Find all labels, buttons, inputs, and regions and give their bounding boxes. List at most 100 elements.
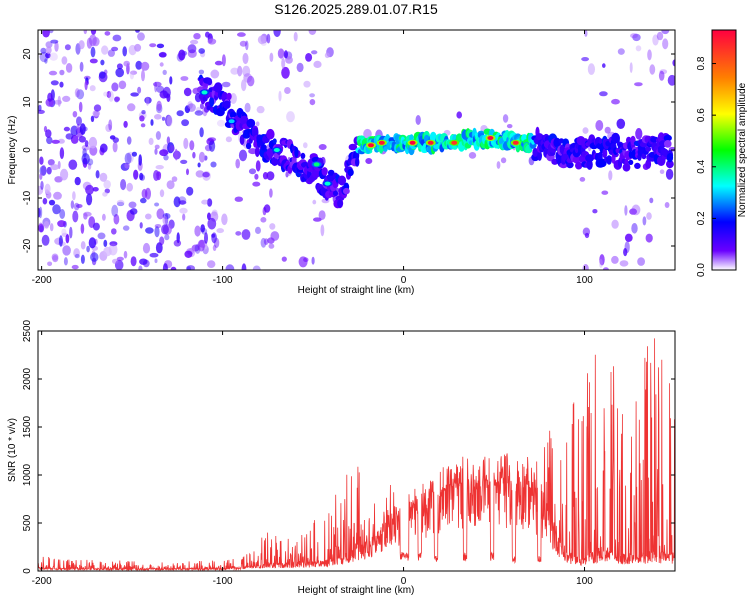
spectrogram-noise-cell bbox=[86, 193, 93, 206]
spectrogram-noise-cell bbox=[46, 166, 52, 175]
spectrogram-noise-cell bbox=[506, 124, 513, 129]
spectrogram-noise-cell bbox=[260, 237, 267, 248]
spectrogram-noise-cell bbox=[103, 91, 108, 97]
spectrogram-ridge-cell bbox=[337, 175, 347, 186]
spectrogram-noise-cell bbox=[211, 209, 218, 216]
spectrogram-noise-cell bbox=[39, 165, 47, 176]
spectrogram-noise-cell bbox=[72, 191, 76, 201]
spectrogram-peak bbox=[367, 143, 374, 148]
snr-y-ticks: 0 500 1000 1500 2000 2500 bbox=[22, 319, 675, 574]
spectrogram-noise-cell bbox=[584, 30, 588, 37]
spectrogram-noise-cell bbox=[47, 159, 55, 166]
spectrogram-ridge-cell bbox=[311, 169, 321, 178]
spectrogram-noise-cell bbox=[667, 74, 675, 86]
spectrogram-noise-cell bbox=[649, 197, 654, 204]
spectrogram-ridge-cell bbox=[347, 168, 354, 177]
spectrogram-noise-cell bbox=[70, 125, 79, 137]
snr-x-ticks: -200 -100 0 100 bbox=[32, 331, 593, 587]
colorbar-tick-label: 0.0 bbox=[696, 263, 707, 277]
spectrogram-noise-cell bbox=[154, 226, 160, 238]
spectrogram-noise-cell bbox=[69, 226, 73, 239]
spectrogram-noise-cell bbox=[235, 231, 242, 236]
spectrogram-noise-cell bbox=[49, 52, 58, 61]
spectrogram-noise-cell bbox=[579, 177, 586, 182]
spectrogram-noise-cell bbox=[137, 32, 145, 41]
spectrogram-noise-cell bbox=[582, 227, 591, 236]
spectrogram-noise-cell bbox=[74, 88, 80, 98]
spectrogram-noise-cell bbox=[616, 118, 626, 129]
spectrogram-noise-cell bbox=[241, 263, 247, 270]
spectrogram-noise-cell bbox=[210, 161, 217, 168]
spectrogram-noise-cell bbox=[39, 156, 44, 165]
spectrogram-noise-cell bbox=[51, 253, 59, 261]
spectrogram-noise-cell bbox=[122, 46, 127, 57]
spectrogram-noise-cell bbox=[245, 40, 249, 51]
spectrogram-noise-cell bbox=[634, 82, 643, 87]
spectrogram-noise-cell bbox=[118, 80, 127, 90]
spectrogram-noise-cell bbox=[49, 223, 54, 232]
spectrogram-noise-cell bbox=[661, 30, 670, 35]
spectrogram-noise-cell bbox=[207, 260, 216, 268]
spectrogram-noise-cell bbox=[324, 52, 330, 59]
spectrogram-noise-cell bbox=[208, 140, 216, 152]
spectrogram-noise-cell bbox=[623, 248, 628, 257]
spectrogram-noise-cell bbox=[155, 165, 164, 170]
spectrogram-noise-cell bbox=[105, 124, 112, 132]
colorbar-tick-label: 0.6 bbox=[696, 108, 707, 122]
spectrogram-noise-cell bbox=[62, 95, 71, 102]
spectrogram-noise-cell bbox=[281, 256, 287, 262]
spectrogram-noise-cell bbox=[154, 148, 158, 155]
spectrogram-noise-cell bbox=[318, 144, 327, 150]
spectrogram-ridge-cell bbox=[645, 146, 652, 152]
spectrogram-noise-cell bbox=[252, 265, 261, 270]
spectrogram-x-ticks: -200 -100 0 100 bbox=[32, 30, 593, 286]
spectrogram-noise-cell bbox=[611, 255, 619, 264]
spectrogram-peak bbox=[378, 140, 385, 145]
spectrogram-peak bbox=[273, 148, 280, 152]
spectrogram-noise-cell bbox=[39, 225, 44, 233]
spectrogram-ridge-cell bbox=[566, 161, 574, 169]
y-tick-label: 10 bbox=[22, 96, 33, 108]
spectrogram-noise-cell bbox=[170, 266, 177, 270]
spectrogram-noise-cell bbox=[76, 204, 83, 208]
spectrogram-noise-cell bbox=[166, 180, 175, 190]
spectrogram-noise-cell bbox=[57, 95, 61, 107]
colorbar-gradient bbox=[711, 29, 737, 271]
spectrogram-noise-cell bbox=[57, 138, 65, 144]
spectrogram-noise-cell bbox=[63, 126, 70, 132]
spectrogram-noise-cell bbox=[74, 176, 81, 186]
spectrogram-ridge-cell bbox=[321, 167, 328, 176]
spectrogram-noise-cell bbox=[500, 157, 507, 164]
spectrogram-ridge-cell bbox=[532, 147, 539, 157]
spectrogram-noise-cell bbox=[42, 30, 50, 38]
spectrogram-noise-cell bbox=[268, 243, 275, 249]
spectrogram-noise-cell bbox=[631, 204, 641, 216]
spectrogram-ridge-cell bbox=[575, 161, 583, 170]
spectrogram-noise-cell bbox=[93, 104, 102, 112]
spectrogram-noise-cell bbox=[120, 179, 127, 191]
spectrogram-noise-cell bbox=[100, 143, 108, 153]
y-tick-label: 1000 bbox=[22, 463, 33, 486]
spectrogram-noise-cell bbox=[263, 204, 271, 213]
spectrogram-noise-cell bbox=[318, 210, 326, 221]
spectrogram-noise-cell bbox=[154, 202, 160, 207]
spectrogram-noise-cell bbox=[207, 212, 211, 221]
spectrogram-noise-cell bbox=[624, 205, 628, 216]
spectrogram-noise-cell bbox=[187, 103, 196, 112]
spectrogram-noise-cell bbox=[662, 38, 669, 50]
spectrogram-noise-cell bbox=[129, 70, 135, 80]
spectrogram-noise-cell bbox=[116, 199, 125, 206]
spectrogram-noise-cell bbox=[41, 234, 50, 246]
colorbar-tick-label: 0.8 bbox=[696, 56, 707, 70]
spectrogram-noise-cell bbox=[90, 115, 95, 123]
x-tick-label: 0 bbox=[401, 576, 407, 587]
spectrogram-noise-cell bbox=[102, 213, 106, 221]
spectrogram-noise-cell bbox=[101, 45, 109, 55]
spectrogram-noise-cell bbox=[629, 208, 637, 215]
spectrogram-noise-cell bbox=[39, 173, 43, 180]
spectrogram-noise-cell bbox=[40, 47, 47, 54]
spectrogram-noise-cell bbox=[65, 133, 74, 140]
snr-series-line bbox=[38, 338, 675, 571]
spectrogram-noise-cell bbox=[99, 172, 108, 182]
spectrogram-noise-cell bbox=[112, 137, 120, 143]
